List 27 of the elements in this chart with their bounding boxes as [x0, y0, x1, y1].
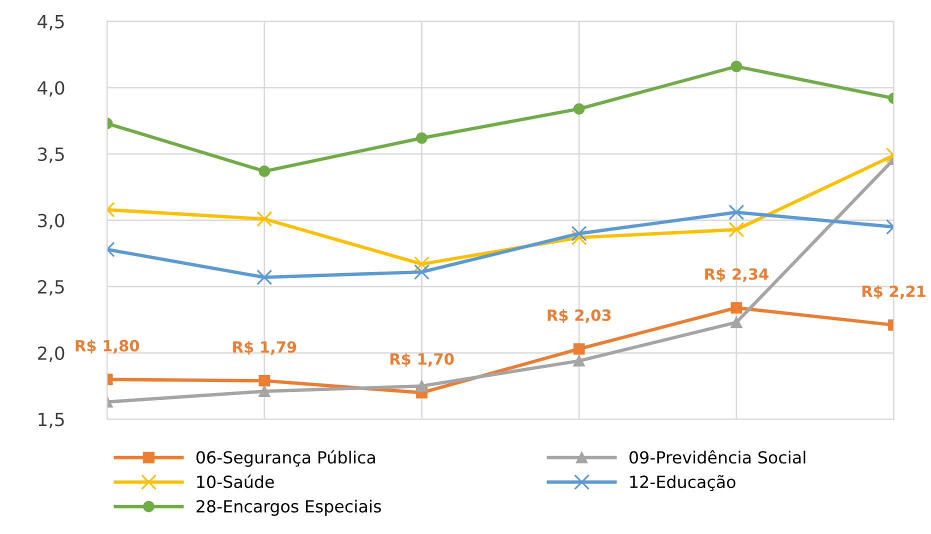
- data-label: R$ 2,21: [862, 285, 926, 300]
- y-tick-label: 3,5: [38, 147, 64, 163]
- legend-label: 10-Saúde: [197, 474, 274, 488]
- data-label: R$ 1,70: [390, 352, 454, 367]
- data-label: R$ 1,79: [233, 340, 296, 355]
- data-label: R$ 2,34: [705, 268, 768, 282]
- y-tick-label: 3,0: [38, 214, 64, 230]
- y-tick-label: 4,0: [38, 81, 64, 97]
- legend-label: 06-Segurança Pública: [196, 450, 375, 467]
- data-label: R$ 1,80: [76, 340, 140, 354]
- point: [573, 343, 585, 355]
- y-tick-label: 2,0: [38, 346, 64, 362]
- data-label: R$ 2,03: [548, 309, 611, 323]
- point: [571, 230, 587, 246]
- point: [416, 132, 428, 144]
- point: [573, 103, 585, 115]
- point: [416, 380, 428, 392]
- point: [414, 256, 430, 272]
- y-tick-label: 1,5: [38, 412, 64, 428]
- point: [414, 264, 430, 280]
- legend-label: 12-Educação: [630, 474, 736, 492]
- y-tick-label: 2,5: [38, 280, 64, 296]
- point: [571, 226, 587, 242]
- y-tick-label: 4,5: [38, 15, 64, 30]
- legend-label: 28-Encargos Especiais: [196, 500, 381, 516]
- point: [573, 355, 585, 367]
- legend-label: 09-Previdência Social: [630, 450, 806, 464]
